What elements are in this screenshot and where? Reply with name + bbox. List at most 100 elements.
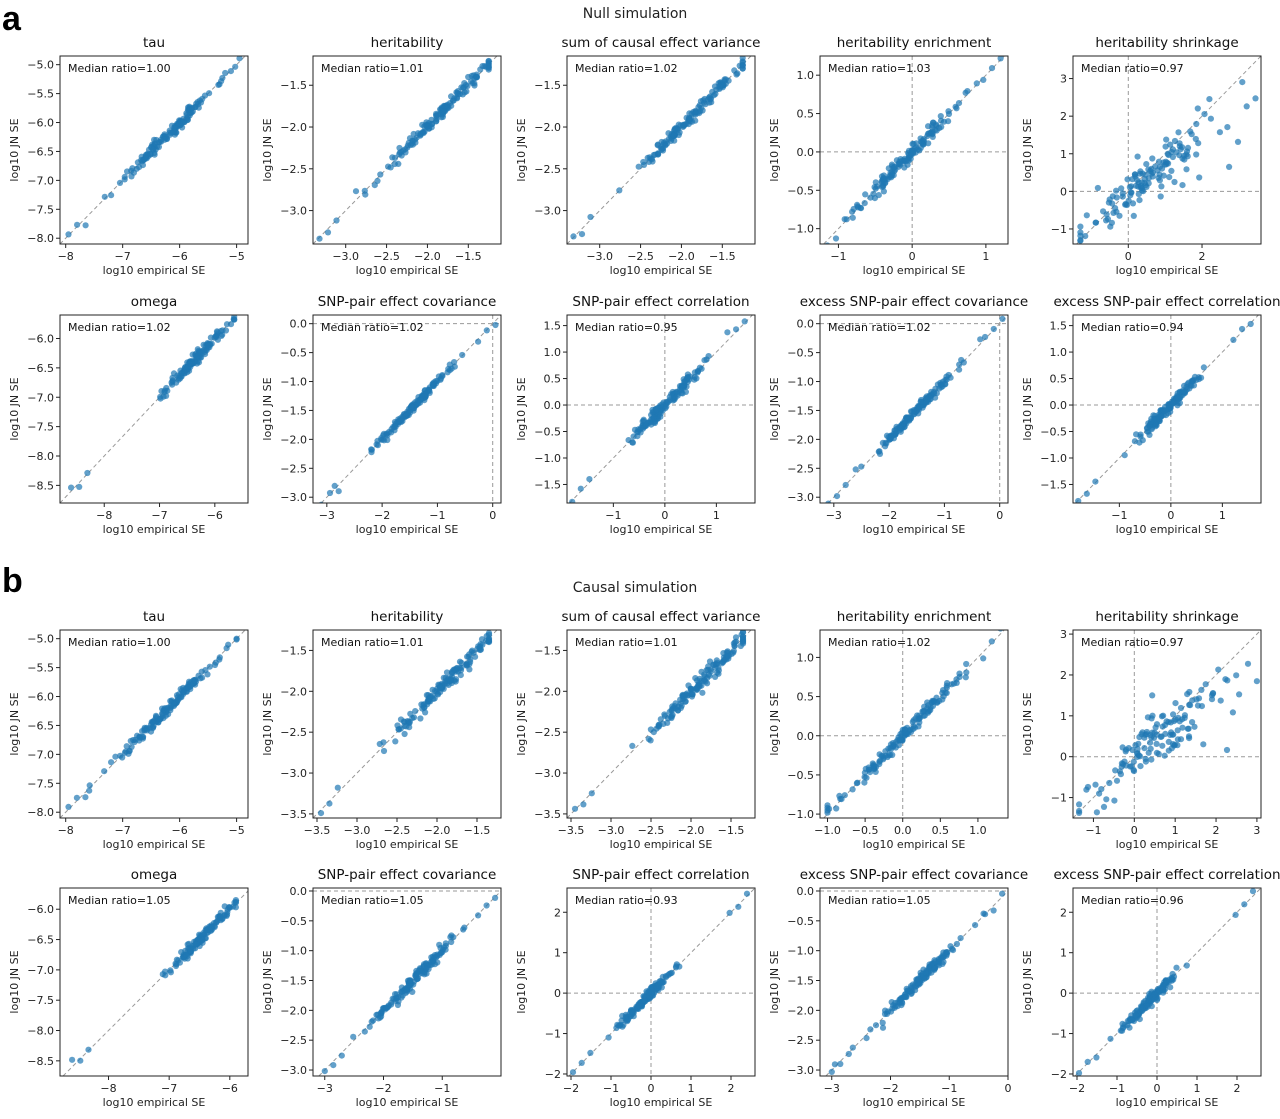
data-point: [1126, 1024, 1133, 1031]
data-point: [223, 645, 230, 652]
data-point: [193, 941, 200, 948]
data-point: [640, 416, 647, 423]
x-tick-label: −5: [228, 824, 244, 837]
identity-line: [1073, 630, 1261, 818]
data-point: [880, 175, 887, 182]
data-point: [176, 959, 183, 966]
data-point: [944, 949, 951, 956]
data-point: [463, 661, 470, 668]
data-point: [368, 449, 375, 456]
data-point: [962, 89, 969, 96]
data-point: [1104, 215, 1111, 223]
data-point: [879, 1019, 886, 1026]
axes-frame: [566, 55, 756, 245]
data-point: [1249, 888, 1257, 895]
x-tick-label: 0.0: [894, 824, 912, 837]
data-point: [1174, 742, 1181, 749]
data-point: [861, 779, 868, 786]
axes-frame: [819, 55, 1009, 245]
axes-frame: [59, 887, 249, 1077]
data-point: [945, 108, 952, 115]
data-point: [843, 216, 850, 223]
scatter-panel: heritability enrichment −1 0 1 −1.0 −0.5 0.0 0.…: [768, 35, 1009, 277]
x-tick-label: −3: [824, 1082, 840, 1095]
data-point: [1239, 79, 1246, 86]
x-tick-label: −3.0: [344, 824, 371, 837]
x-tick-label: −1: [605, 509, 621, 522]
data-point: [999, 315, 1006, 322]
data-point: [1162, 407, 1169, 414]
data-point: [1107, 1035, 1114, 1042]
data-point: [689, 691, 696, 698]
x-tick-label: 1: [1219, 509, 1226, 522]
x-tick-label: −8: [58, 250, 74, 263]
data-point: [876, 450, 884, 457]
data-point: [939, 689, 946, 697]
median-ratio-annotation: Median ratio=1.05: [828, 894, 931, 907]
data-point: [1143, 731, 1150, 738]
panel-title: omega: [131, 294, 178, 310]
data-point: [1139, 437, 1146, 444]
x-tick-label: −2.0: [678, 824, 705, 837]
y-axis-label: log10 JN SE: [768, 377, 781, 440]
axes-frame: [819, 314, 1009, 504]
data-point: [1112, 767, 1119, 774]
data-point: [199, 95, 206, 102]
x-axis-label: log10 empirical SE: [863, 523, 966, 536]
data-point: [872, 1022, 880, 1029]
data-point: [833, 805, 840, 812]
y-tick-label: −1.0: [280, 945, 307, 958]
data-point: [176, 120, 183, 127]
x-axis-label: log10 empirical SE: [863, 1096, 966, 1109]
data-point: [586, 476, 593, 483]
data-point: [824, 242, 831, 244]
x-tick-label: −7: [115, 824, 131, 837]
data-point: [902, 993, 909, 1000]
data-point: [1177, 736, 1185, 743]
data-point: [76, 483, 83, 490]
data-point: [915, 981, 923, 988]
y-tick-label: 0: [1060, 751, 1067, 764]
data-point: [321, 1068, 328, 1075]
data-point: [1195, 695, 1203, 702]
y-tick-label: −1.5: [787, 975, 814, 988]
y-axis-label: log10 JN SE: [261, 692, 274, 755]
scatter-panel: heritability −3.5 −3.0 −2.5 −2.0 −1.5 −3.5 −3.0…: [261, 609, 502, 851]
data-point: [232, 63, 239, 70]
data-point: [466, 651, 473, 658]
data-point: [997, 56, 1004, 62]
median-ratio-annotation: Median ratio=1.01: [321, 62, 424, 75]
data-point: [163, 392, 170, 399]
data-point: [1187, 128, 1194, 135]
data-point: [1174, 394, 1181, 401]
data-point: [375, 1015, 382, 1022]
x-axis-label: log10 empirical SE: [863, 838, 966, 851]
data-point: [849, 786, 856, 793]
data-point: [694, 685, 701, 692]
data-point: [725, 655, 732, 662]
data-point: [380, 747, 388, 755]
y-tick-label: −2.5: [280, 462, 307, 475]
data-point: [483, 633, 490, 640]
data-point: [739, 633, 747, 640]
data-point: [731, 642, 738, 649]
data-point: [191, 677, 198, 684]
data-point: [1183, 166, 1190, 173]
axes-frame: [819, 629, 1009, 819]
data-point: [877, 757, 884, 764]
data-point: [178, 372, 185, 380]
y-tick-label: −2.5: [534, 163, 561, 176]
panel-title: sum of causal effect variance: [562, 609, 761, 625]
y-tick-label: −1.5: [280, 79, 307, 92]
panel-title: excess SNP-pair effect covariance: [800, 294, 1028, 310]
data-point: [226, 904, 233, 911]
data-point: [889, 740, 897, 747]
data-point: [914, 146, 921, 153]
data-point: [392, 423, 399, 430]
data-point: [916, 712, 923, 719]
x-tick-label: 0: [489, 509, 496, 522]
data-point: [1077, 237, 1084, 244]
data-point: [183, 110, 190, 117]
data-point: [1134, 153, 1141, 160]
data-point: [1130, 766, 1137, 774]
